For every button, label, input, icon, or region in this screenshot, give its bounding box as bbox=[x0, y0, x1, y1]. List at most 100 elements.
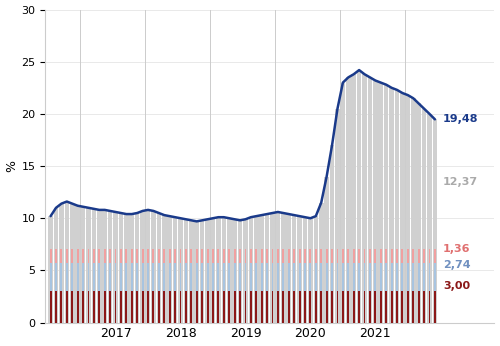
Bar bbox=[342, 291, 344, 322]
Bar bbox=[102, 210, 107, 322]
Bar bbox=[358, 263, 360, 291]
Bar bbox=[406, 95, 410, 322]
Bar bbox=[228, 248, 230, 263]
Bar bbox=[124, 214, 128, 322]
Bar bbox=[277, 263, 279, 291]
Bar bbox=[131, 263, 132, 291]
Bar bbox=[222, 217, 226, 322]
Bar bbox=[104, 263, 106, 291]
Bar bbox=[423, 263, 425, 291]
Bar bbox=[244, 263, 246, 291]
Bar bbox=[147, 263, 149, 291]
Bar bbox=[428, 291, 430, 322]
Bar bbox=[147, 291, 149, 322]
Bar bbox=[60, 263, 62, 291]
Bar bbox=[223, 291, 225, 322]
Bar bbox=[108, 211, 112, 322]
Bar bbox=[223, 263, 225, 291]
Bar bbox=[428, 248, 430, 263]
Bar bbox=[302, 217, 308, 322]
Bar bbox=[136, 263, 138, 291]
Bar bbox=[385, 291, 387, 322]
Bar bbox=[298, 263, 300, 291]
Bar bbox=[98, 248, 100, 263]
Bar bbox=[304, 248, 306, 263]
Bar bbox=[109, 291, 111, 322]
Bar bbox=[190, 248, 192, 263]
Bar bbox=[50, 291, 51, 322]
Bar bbox=[81, 207, 86, 322]
Bar bbox=[380, 291, 382, 322]
Bar bbox=[60, 291, 62, 322]
Bar bbox=[212, 291, 214, 322]
Bar bbox=[272, 248, 274, 263]
Bar bbox=[374, 263, 376, 291]
Bar bbox=[346, 78, 350, 322]
Bar bbox=[93, 291, 95, 322]
Bar bbox=[120, 248, 122, 263]
Bar bbox=[270, 213, 275, 322]
Bar bbox=[76, 248, 78, 263]
Bar bbox=[293, 248, 295, 263]
Bar bbox=[260, 263, 262, 291]
Bar bbox=[50, 263, 51, 291]
Bar bbox=[234, 291, 235, 322]
Bar bbox=[369, 263, 371, 291]
Bar bbox=[308, 218, 312, 322]
Bar bbox=[390, 248, 392, 263]
Bar bbox=[326, 291, 328, 322]
Bar bbox=[260, 248, 262, 263]
Bar bbox=[390, 263, 392, 291]
Bar bbox=[286, 214, 291, 322]
Bar bbox=[374, 248, 376, 263]
Bar bbox=[142, 291, 144, 322]
Bar bbox=[256, 263, 257, 291]
Bar bbox=[64, 202, 69, 322]
Bar bbox=[400, 93, 404, 322]
Text: 2,74: 2,74 bbox=[443, 260, 470, 270]
Bar bbox=[330, 145, 334, 322]
Bar bbox=[147, 248, 149, 263]
Bar bbox=[418, 248, 420, 263]
Bar bbox=[168, 291, 170, 322]
Bar bbox=[185, 263, 187, 291]
Bar bbox=[168, 248, 170, 263]
Y-axis label: %: % bbox=[6, 160, 18, 172]
Bar bbox=[206, 248, 208, 263]
Bar bbox=[412, 248, 414, 263]
Bar bbox=[353, 263, 354, 291]
Bar bbox=[93, 263, 95, 291]
Bar bbox=[324, 176, 329, 322]
Bar bbox=[234, 263, 235, 291]
Bar bbox=[158, 248, 160, 263]
Bar bbox=[266, 291, 268, 322]
Bar bbox=[142, 248, 144, 263]
Bar bbox=[353, 248, 354, 263]
Bar bbox=[244, 291, 246, 322]
Bar bbox=[104, 291, 106, 322]
Bar bbox=[434, 263, 436, 291]
Bar bbox=[196, 291, 198, 322]
Bar bbox=[293, 263, 295, 291]
Bar bbox=[239, 291, 241, 322]
Bar bbox=[378, 83, 383, 322]
Bar bbox=[265, 214, 270, 322]
Bar bbox=[152, 263, 154, 291]
Bar bbox=[194, 221, 199, 322]
Bar bbox=[180, 291, 182, 322]
Text: 12,37: 12,37 bbox=[443, 177, 478, 187]
Bar bbox=[298, 291, 300, 322]
Bar bbox=[131, 291, 132, 322]
Bar bbox=[212, 248, 214, 263]
Bar bbox=[423, 291, 425, 322]
Bar bbox=[422, 109, 426, 322]
Bar bbox=[282, 291, 284, 322]
Bar bbox=[266, 248, 268, 263]
Bar bbox=[200, 220, 204, 322]
Bar bbox=[260, 291, 262, 322]
Bar bbox=[364, 291, 366, 322]
Bar bbox=[358, 291, 360, 322]
Bar bbox=[97, 210, 102, 322]
Bar bbox=[126, 263, 128, 291]
Bar bbox=[76, 263, 78, 291]
